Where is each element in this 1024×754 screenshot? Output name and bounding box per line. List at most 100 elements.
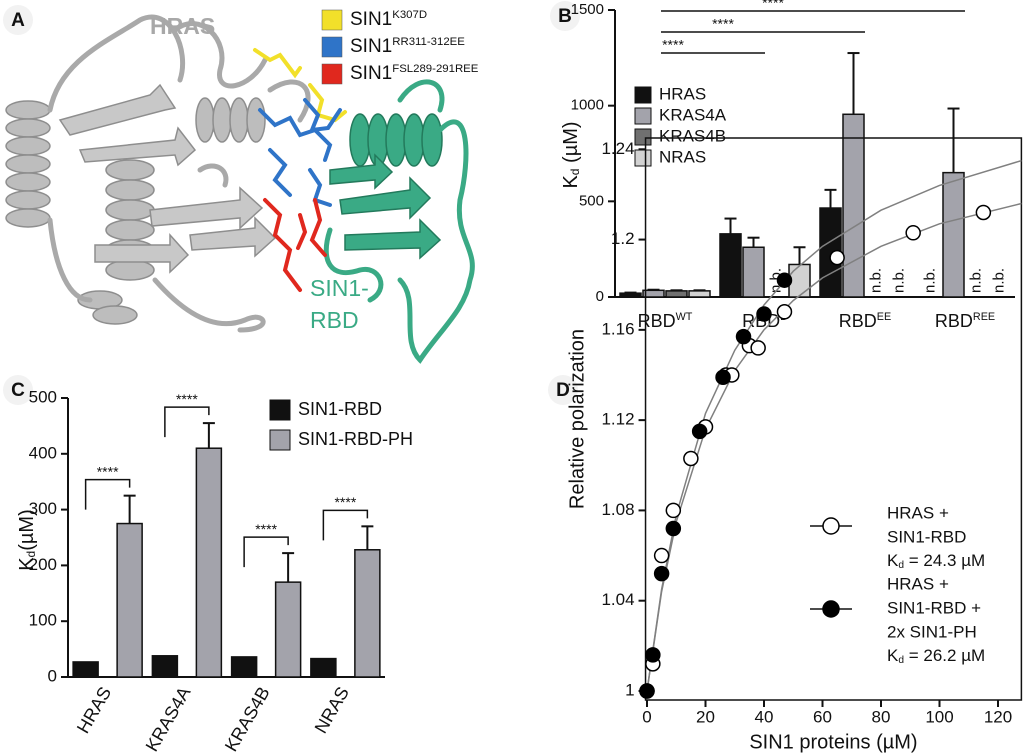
legend-swatch xyxy=(634,149,652,167)
legend-swatch xyxy=(269,429,291,451)
legend-swatch xyxy=(321,36,343,58)
legend-kd-part: K xyxy=(887,551,899,570)
y-axis-label: Relative polarization xyxy=(566,329,588,509)
legend-label: SIN1-RBD-PH xyxy=(298,429,413,449)
data-point xyxy=(639,683,655,699)
y-tick-label: 200 xyxy=(29,555,57,574)
structure-illustration: HRAS SIN1- RBD xyxy=(5,13,475,364)
y-tick-label: 1 xyxy=(625,680,634,699)
legend-swatch xyxy=(634,107,652,125)
panel-badge xyxy=(550,1,580,31)
y-tick-label: 0 xyxy=(48,666,57,685)
x-tick-label-part: REE xyxy=(973,311,995,323)
x-tick-label-part: RBD xyxy=(638,311,676,331)
panel-badge xyxy=(3,375,33,405)
y-tick-label: 0 xyxy=(596,288,604,305)
x-tick-label-part: EE xyxy=(877,311,891,323)
significance-label: **** xyxy=(255,521,277,537)
significance-bracket xyxy=(322,509,369,541)
significance-label: **** xyxy=(176,391,198,407)
rbd-loops xyxy=(323,79,475,364)
legend-label: HRAS + xyxy=(887,574,949,593)
bar xyxy=(688,290,711,298)
data-point xyxy=(829,249,845,266)
data-point xyxy=(645,647,661,663)
legend-label-part: SIN1 xyxy=(350,9,392,30)
y-tick-label: 1.12 xyxy=(601,410,634,429)
legend-swatch xyxy=(634,128,652,146)
legend-label: 2x SIN1-PH xyxy=(887,622,977,641)
bar xyxy=(719,233,742,298)
y-axis-label-part: (µM) xyxy=(560,121,582,168)
x-tick-label-part: RBD xyxy=(839,311,877,331)
x-tick-label: KRAS4A xyxy=(142,683,195,754)
x-tick-label: RBDEE xyxy=(839,311,891,331)
fit-curve xyxy=(646,202,1022,692)
y-tick-label: 500 xyxy=(29,387,57,406)
bar xyxy=(742,246,765,298)
legend-marker xyxy=(822,517,840,535)
x-tick-label: 80 xyxy=(872,707,891,726)
y-tick-label: 1500 xyxy=(571,1,604,18)
structure-legend: SIN1K307DSIN1RR311-312EESIN1FSL289-291RE… xyxy=(321,9,479,85)
significance-label: **** xyxy=(762,0,784,11)
bar xyxy=(116,522,143,678)
legend-label: SIN1-RBD xyxy=(887,527,966,546)
rbd-structure xyxy=(329,113,443,260)
y-tick-label: 100 xyxy=(29,611,57,630)
y-tick-label: 1.04 xyxy=(601,590,634,609)
protein-label: HRAS xyxy=(150,13,215,39)
legend-label: KRAS4A xyxy=(659,105,727,124)
legend-label: HRAS xyxy=(659,84,706,103)
bar xyxy=(619,292,642,298)
data-point xyxy=(683,450,699,467)
data-point xyxy=(735,328,752,345)
bar xyxy=(354,549,381,678)
protein-label: RBD xyxy=(310,307,359,333)
significance-label: **** xyxy=(712,16,734,32)
y-axis-label-part: d xyxy=(24,551,38,558)
x-tick-label: HRAS xyxy=(73,683,115,736)
y-tick-label: 1.24 xyxy=(601,139,634,158)
legend-swatch xyxy=(321,63,343,85)
x-tick-label: 40 xyxy=(755,707,774,726)
x-tick-label: 120 xyxy=(984,707,1012,726)
legend-label: SIN1RR311-312EE xyxy=(350,36,465,57)
legend-kd: Kd = 26.2 µM xyxy=(887,646,985,665)
legend-label: HRAS + xyxy=(887,503,949,522)
y-tick-label: 300 xyxy=(29,499,57,518)
legend-label-part: RR311-312EE xyxy=(392,36,465,48)
panel-letter: A xyxy=(11,10,25,31)
value-label: n.b. xyxy=(990,268,1007,293)
y-tick-label: 1.16 xyxy=(601,319,634,338)
y-tick-label: 1.08 xyxy=(601,500,634,519)
legend-label-part: K307D xyxy=(392,9,427,21)
significance-label: **** xyxy=(97,463,119,479)
bar xyxy=(195,447,223,678)
panel-letter: B xyxy=(558,6,572,27)
legend-marker xyxy=(822,600,840,618)
bar xyxy=(274,581,302,678)
y-axis-label-part: d xyxy=(568,169,582,176)
y-axis-label: Kd (µM) xyxy=(560,121,582,188)
data-point xyxy=(975,204,992,221)
data-point xyxy=(715,369,731,385)
bar xyxy=(665,290,688,298)
y-tick-label: 500 xyxy=(579,192,604,209)
bar xyxy=(842,113,865,298)
legend-swatch xyxy=(269,399,291,421)
significance-label: **** xyxy=(334,494,356,510)
legend-swatch xyxy=(321,9,343,31)
legend-kd: Kd = 24.3 µM xyxy=(887,551,985,570)
legend-label: SIN1K307D xyxy=(350,9,427,30)
legend-label-part: SIN1 xyxy=(350,63,392,84)
legend-kd-part: = 24.3 µM xyxy=(904,551,985,570)
y-tick-label: 400 xyxy=(29,443,57,462)
bar xyxy=(151,655,179,678)
hras-helices xyxy=(5,97,266,325)
legend-kd-part: d xyxy=(898,655,904,666)
x-tick-label: 20 xyxy=(696,707,715,726)
x-tick-label: 0 xyxy=(642,707,651,726)
legend-kd-part: d xyxy=(898,560,904,571)
data-point xyxy=(653,565,670,582)
